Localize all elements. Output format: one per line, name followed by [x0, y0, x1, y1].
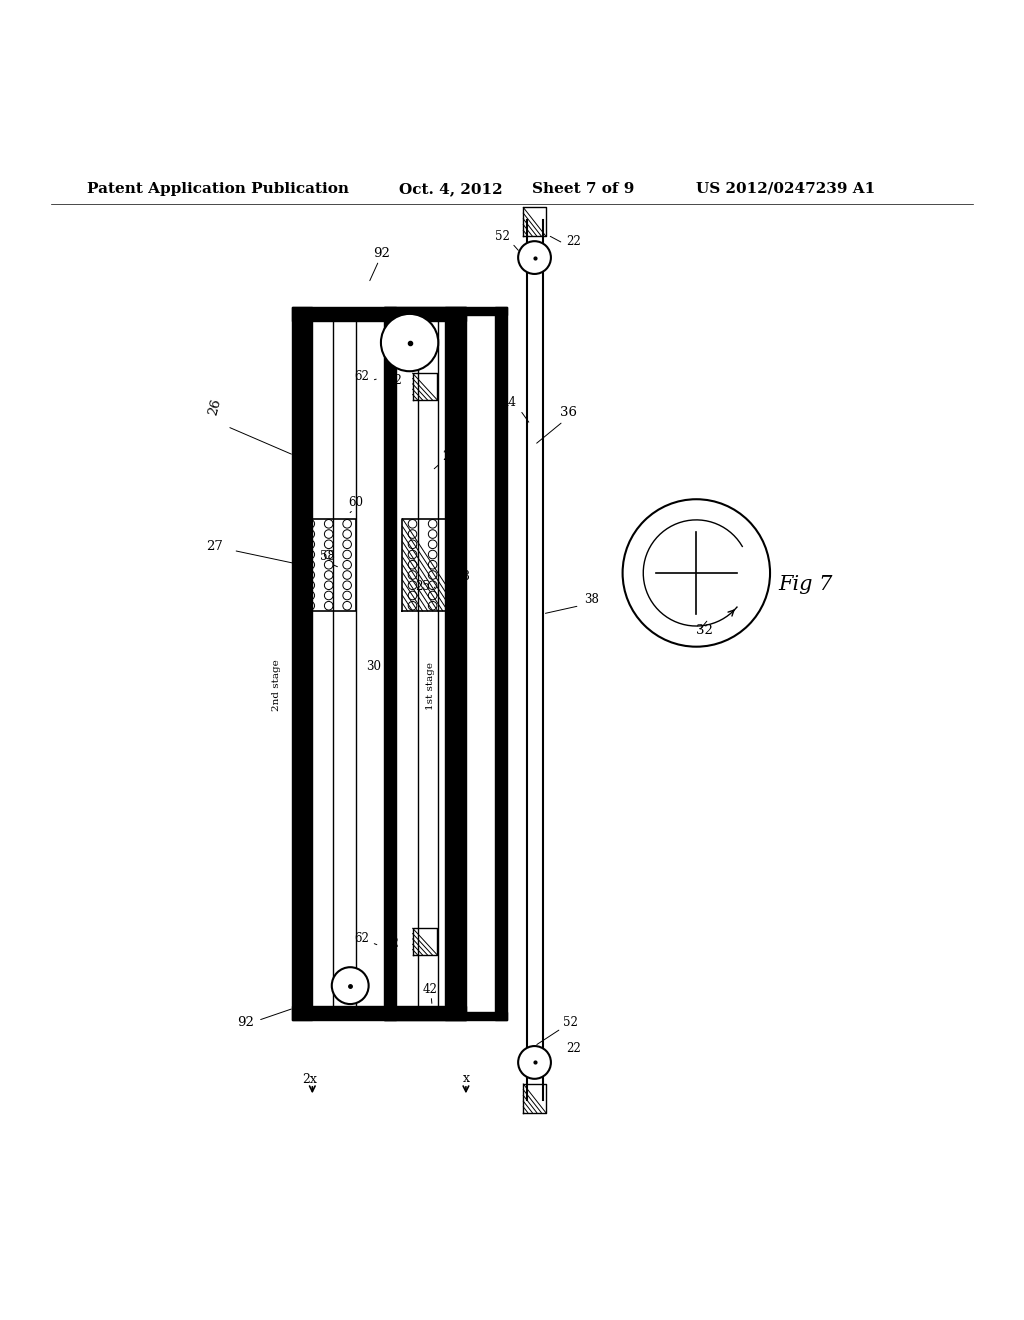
Text: 22: 22	[384, 937, 398, 949]
Text: 44: 44	[502, 396, 517, 409]
Text: 25: 25	[415, 581, 430, 594]
Text: 92: 92	[374, 247, 390, 260]
Text: 62: 62	[353, 371, 369, 383]
Circle shape	[518, 242, 551, 275]
Text: 28: 28	[456, 570, 470, 583]
Text: 42: 42	[423, 983, 437, 995]
Polygon shape	[495, 306, 507, 1020]
Text: 52: 52	[495, 230, 510, 243]
Text: 22: 22	[566, 235, 581, 248]
Text: 60: 60	[348, 496, 364, 510]
Polygon shape	[292, 1006, 466, 1020]
Text: 26: 26	[207, 397, 223, 417]
Circle shape	[518, 1045, 551, 1078]
Text: 27: 27	[207, 540, 223, 553]
Polygon shape	[384, 306, 396, 1020]
Text: 38: 38	[584, 593, 599, 606]
Text: 52: 52	[563, 1015, 579, 1028]
Text: x: x	[463, 1072, 469, 1085]
Circle shape	[332, 968, 369, 1005]
Text: Fig 7: Fig 7	[778, 576, 833, 594]
Text: Oct. 4, 2012: Oct. 4, 2012	[399, 182, 503, 195]
Text: 2x: 2x	[302, 1073, 316, 1086]
Text: 1st stage: 1st stage	[426, 661, 434, 710]
Polygon shape	[445, 306, 466, 1020]
Text: US 2012/0247239 A1: US 2012/0247239 A1	[696, 182, 876, 195]
Text: 24: 24	[442, 450, 458, 463]
Polygon shape	[384, 306, 507, 315]
Text: 2nd stage: 2nd stage	[272, 660, 281, 711]
Text: 58: 58	[321, 549, 335, 562]
Text: 62: 62	[353, 932, 369, 945]
Text: 36: 36	[560, 407, 577, 420]
Text: 92: 92	[238, 1015, 254, 1028]
Text: Patent Application Publication: Patent Application Publication	[87, 182, 349, 195]
Polygon shape	[292, 306, 466, 321]
Polygon shape	[384, 1012, 507, 1020]
Circle shape	[623, 499, 770, 647]
Text: 32: 32	[696, 624, 713, 638]
Text: Sheet 7 of 9: Sheet 7 of 9	[532, 182, 635, 195]
Text: 22: 22	[387, 374, 401, 387]
Text: 30: 30	[367, 660, 381, 673]
Polygon shape	[292, 306, 312, 1020]
Text: 22: 22	[566, 1043, 581, 1055]
Circle shape	[381, 314, 438, 371]
